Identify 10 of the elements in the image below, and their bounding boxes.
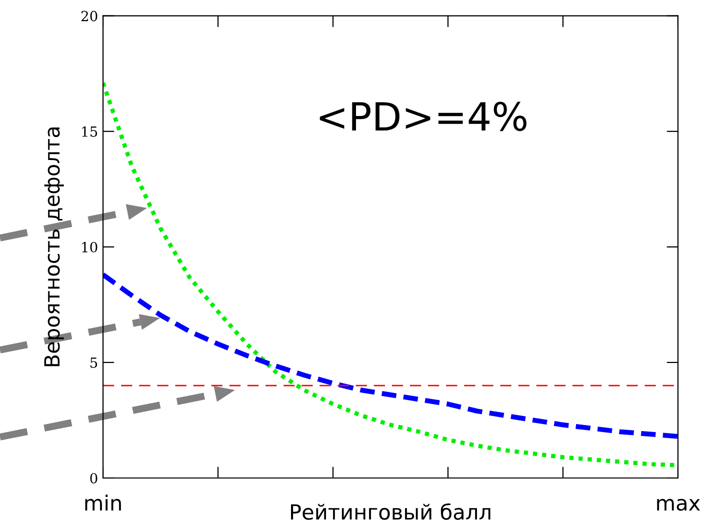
annotation: <PD>=4% [320, 102, 526, 132]
y-tick-label: 20 [81, 10, 98, 22]
y-tick-label: 5 [90, 358, 98, 368]
y-tick-label: 15 [82, 126, 98, 137]
y-tick-label: 0 [90, 472, 98, 484]
y-tick-label: 10 [82, 242, 98, 252]
y-axis-title: Вероятность дефолта [44, 128, 64, 366]
x-tick-label: max [657, 498, 700, 511]
x-axis-title: Рейтинговый балл [291, 503, 490, 520]
x-tick-label: min [85, 494, 121, 510]
